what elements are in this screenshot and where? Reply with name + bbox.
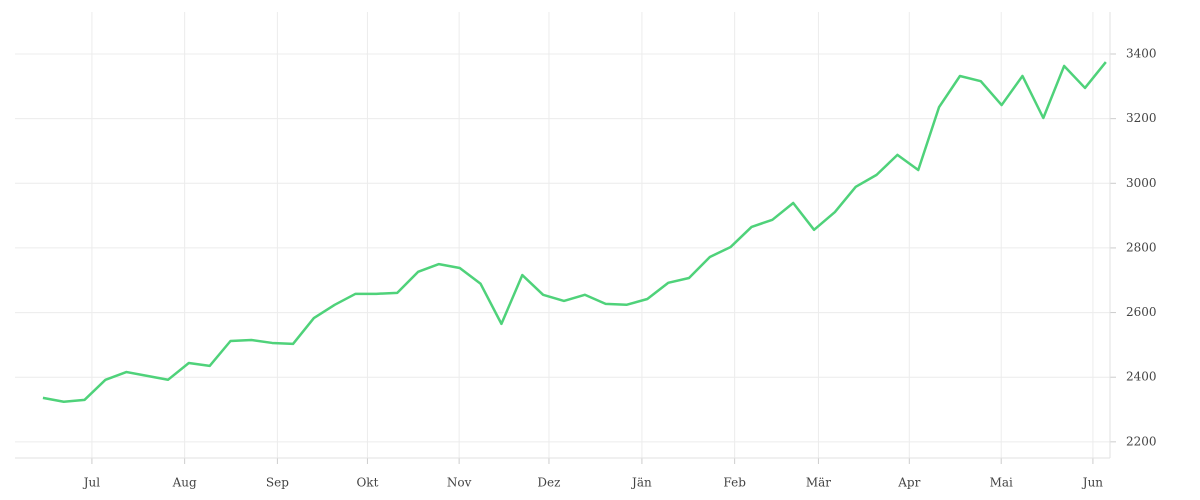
x-tick-label: Okt xyxy=(356,476,378,490)
x-tick-label: Mär xyxy=(806,476,831,490)
x-tick-label: Jul xyxy=(82,476,101,490)
y-tick-label: 2200 xyxy=(1126,434,1157,448)
x-tick-label: Dez xyxy=(537,476,560,490)
y-tick-label: 2400 xyxy=(1126,370,1157,384)
y-tick-label: 2600 xyxy=(1126,305,1157,319)
y-tick-label: 2800 xyxy=(1126,240,1157,254)
y-tick-label: 3000 xyxy=(1126,176,1157,190)
y-tick-label: 3400 xyxy=(1126,47,1157,61)
x-tick-label: Apr xyxy=(897,476,920,490)
x-tick-label: Jun xyxy=(1081,476,1104,490)
x-tick-label: Sep xyxy=(266,476,289,490)
x-tick-label: Jän xyxy=(630,476,652,490)
x-tick-label: Nov xyxy=(447,476,472,490)
x-tick-label: Feb xyxy=(723,476,746,490)
line xyxy=(42,61,1107,404)
x-tick-label: Mai xyxy=(990,476,1013,490)
y-tick-label: 3200 xyxy=(1126,111,1157,125)
x-tick-label: Aug xyxy=(172,476,197,490)
